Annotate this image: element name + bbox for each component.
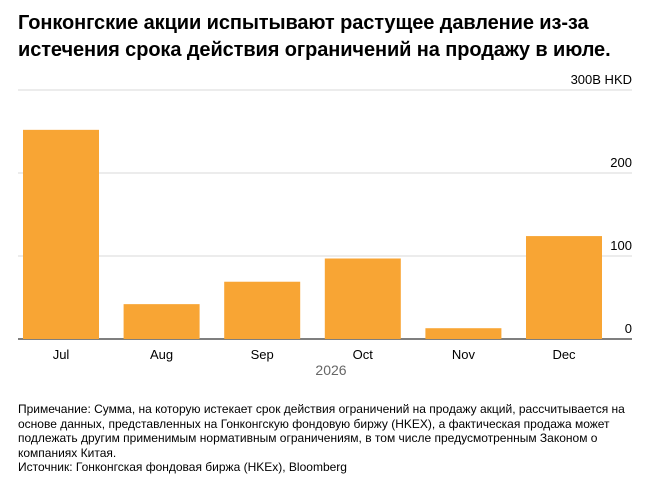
y-tick-label: 300B HKD xyxy=(571,72,632,87)
y-tick-labels: 300B HKD 200 100 0 xyxy=(571,72,632,336)
note-text: Примечание: Сумма, на которую истекает с… xyxy=(18,402,625,460)
bar-sep xyxy=(224,281,301,339)
bar-aug xyxy=(123,304,200,339)
bar-nov xyxy=(425,328,502,339)
y-tick-label: 100 xyxy=(610,238,632,253)
chart-notes: Примечание: Сумма, на которую истекает с… xyxy=(18,402,648,475)
y-tick-label: 0 xyxy=(625,321,632,336)
x-tick-label: Oct xyxy=(353,347,374,362)
x-tick-label: Jul xyxy=(53,347,70,362)
source-text: Источник: Гонконгская фондовая биржа (HK… xyxy=(18,460,347,474)
y-tick-label: 200 xyxy=(610,155,632,170)
x-tick-labels: Jul Aug Sep Oct Nov Dec xyxy=(53,347,576,362)
x-tick-label: Sep xyxy=(251,347,274,362)
x-tick-label: Aug xyxy=(150,347,173,362)
bar-oct xyxy=(324,258,401,339)
bar-jul xyxy=(23,129,99,339)
chart-title: Гонконгские акции испытывают растущее да… xyxy=(18,12,611,61)
x-tick-label: Nov xyxy=(452,347,476,362)
bars xyxy=(23,129,602,339)
bar-dec xyxy=(526,236,602,339)
x-tick-label: Dec xyxy=(552,347,576,362)
bar-chart: 300B HKD 200 100 0 Jul Aug Sep Oct Nov Dec 2026 xyxy=(18,72,632,378)
x-axis-year-label: 2026 xyxy=(315,362,346,378)
